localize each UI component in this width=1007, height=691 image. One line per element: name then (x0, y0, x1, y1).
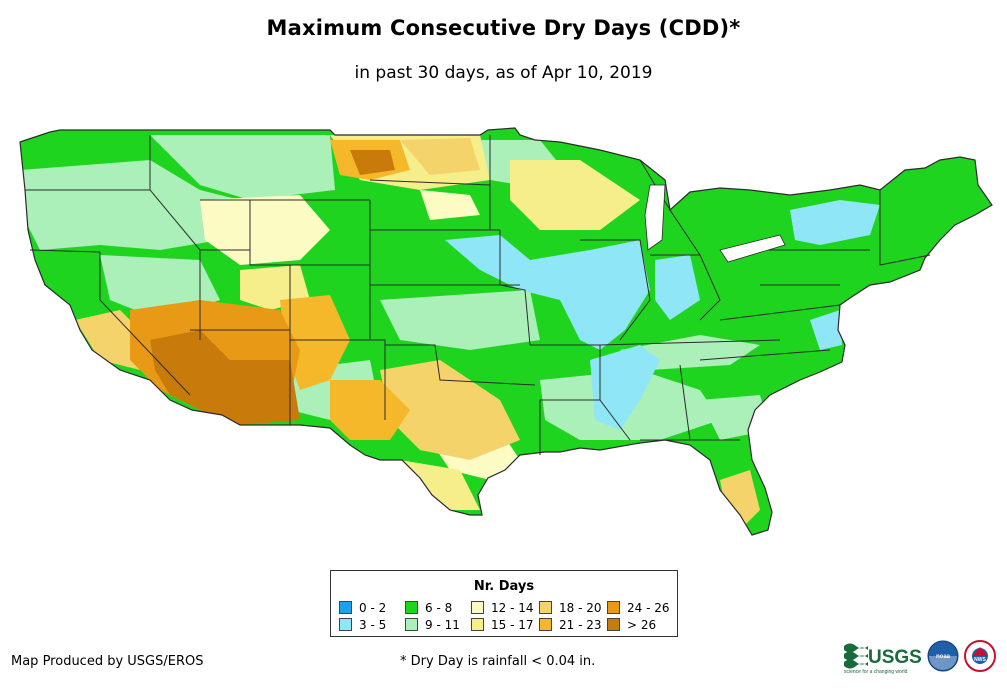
zone-over-26-dakota (350, 150, 395, 175)
legend-label-15-17: 15 - 17 (491, 618, 534, 632)
border-or-ca (29, 249, 101, 253)
map-subtitle: in past 30 days, as of Apr 10, 2019 (354, 63, 653, 83)
border-al-ga (679, 364, 691, 441)
zone-15-17-texas-gulf (400, 460, 480, 510)
nws-logo: NWS (964, 640, 996, 672)
legend-label-21-23: 21 - 23 (559, 618, 602, 632)
border-dakotas (369, 179, 491, 186)
border-ok-tx (385, 344, 536, 386)
legend-swatch-0-2 (339, 601, 352, 614)
legend-label-12-14: 12 - 14 (491, 601, 534, 615)
dry-day-note: * Dry Day is rainfall < 0.04 in. (400, 654, 596, 669)
legend-item-15-17: 15 - 17 (471, 618, 534, 632)
legend-swatch-12-14 (471, 601, 484, 614)
border-va (719, 304, 841, 321)
zone-over-26-arizona (150, 330, 300, 425)
legend-item-over-26: > 26 (607, 618, 656, 632)
legend-label-24-26: 24 - 26 (627, 601, 670, 615)
zone-3-5-mississippi (590, 345, 660, 430)
noaa-logo: noaa (927, 640, 959, 672)
nws-logo-text: NWS (974, 657, 986, 663)
zone-3-5-midwest (445, 235, 650, 350)
legend-item-9-11: 9 - 11 (405, 618, 460, 632)
zone-12-14-wyoming (200, 195, 330, 265)
legend: Nr. Days 0 - 2 3 - 5 6 - 8 9 - 11 12 - 1… (330, 570, 678, 637)
legend-label-3-5: 3 - 5 (359, 618, 387, 632)
noaa-logo-text: noaa (936, 654, 951, 660)
usgs-wave-icon (844, 643, 868, 669)
zone-18-20-texas (380, 360, 520, 460)
usgs-logo-text: USGS (868, 647, 922, 668)
legend-item-24-26: 24 - 26 (607, 601, 670, 615)
border-oh (650, 254, 721, 321)
legend-swatch-24-26 (607, 601, 620, 614)
zone-21-23-new-mexico (280, 295, 350, 390)
legend-item-21-23: 21 - 23 (539, 618, 602, 632)
border-ia-mo (499, 230, 531, 346)
legend-label-over-26: > 26 (627, 618, 657, 632)
cdd-zones (20, 135, 880, 525)
legend-item-6-8: 6 - 8 (405, 601, 452, 615)
border-ms-al (599, 345, 631, 441)
border-il-in (580, 239, 651, 341)
border-new-england (879, 190, 931, 266)
legend-swatch-3-5 (339, 618, 352, 631)
legend-item-12-14: 12 - 14 (471, 601, 534, 615)
legend-item-3-5: 3 - 5 (339, 618, 386, 632)
usgs-logo: USGS science for a changing world (844, 643, 922, 675)
zone-3-5-indiana (655, 255, 700, 320)
legend-swatch-15-17 (471, 618, 484, 631)
legend-swatch-over-26 (607, 618, 620, 631)
legend-item-18-20: 18 - 20 (539, 601, 602, 615)
legend-label-6-8: 6 - 8 (425, 601, 453, 615)
zone-3-5-virginia (810, 310, 842, 350)
border-ky-tn (599, 339, 781, 346)
legend-label-9-11: 9 - 11 (425, 618, 460, 632)
legend-swatch-18-20 (539, 601, 552, 614)
zone-15-17-minnesota (510, 160, 640, 230)
agency-logos: USGS science for a changing world noaa N… (844, 640, 996, 675)
zone-3-5-northeast (790, 200, 880, 245)
zone-12-14-nebraska (420, 190, 480, 220)
zone-9-11-montana (150, 135, 335, 200)
usgs-tagline: science for a changing world (844, 669, 908, 675)
lake-erie (719, 234, 786, 263)
border-nm-tx (290, 339, 386, 420)
lake-michigan (644, 184, 666, 251)
zone-18-20-florida (720, 470, 760, 525)
border-nc-sc (699, 349, 831, 361)
zone-21-23-texas-panhandle (330, 380, 410, 440)
legend-swatch-9-11 (405, 618, 418, 631)
border-ca-nv (99, 252, 191, 396)
zone-9-11-plains (380, 290, 540, 350)
zone-18-20-north-dakota (400, 138, 480, 175)
credit-text: Map Produced by USGS/EROS (11, 654, 204, 669)
legend-label-18-20: 18 - 20 (559, 601, 602, 615)
zone-9-11-northwest (20, 160, 240, 250)
border-id-mt (149, 135, 250, 251)
legend-item-0-2: 0 - 2 (339, 601, 386, 615)
map-title: Maximum Consecutive Dry Days (CDD)* (266, 16, 741, 40)
legend-swatch-6-8 (405, 601, 418, 614)
legend-label-0-2: 0 - 2 (359, 601, 387, 615)
legend-swatch-21-23 (539, 618, 552, 631)
border-wy-co (249, 200, 370, 266)
great-lakes (644, 184, 786, 263)
state-borders (25, 135, 931, 455)
legend-title: Nr. Days (473, 579, 535, 594)
